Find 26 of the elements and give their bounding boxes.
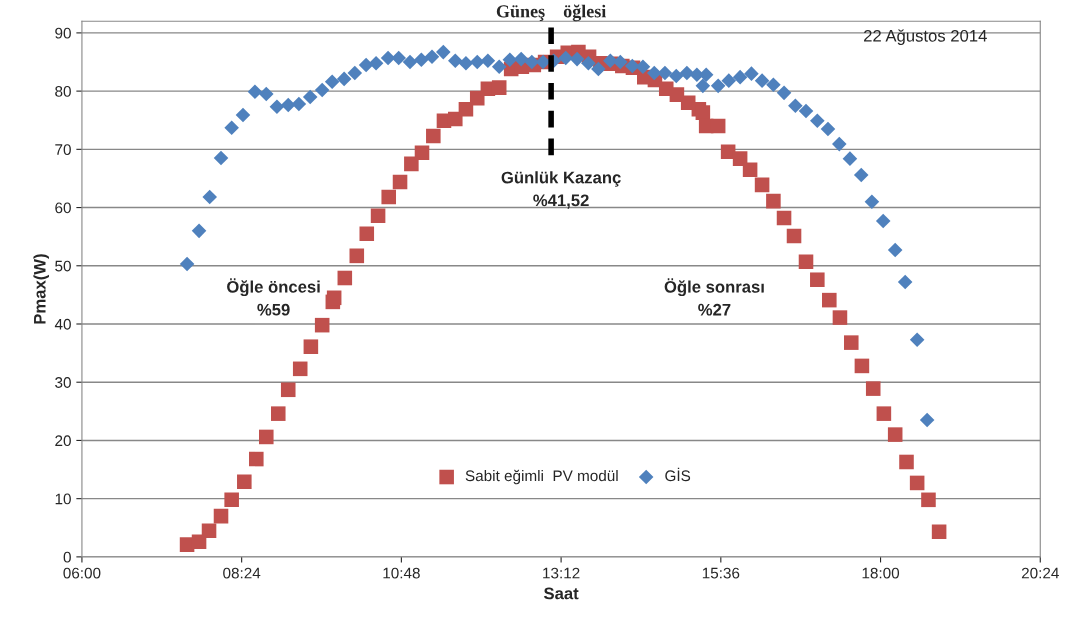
x-tick-label: 15:36 xyxy=(702,567,740,579)
y-tick-label: 0 xyxy=(63,551,71,563)
y-tick-label: 90 xyxy=(55,27,71,39)
annotation: Öğle sonrası %27 xyxy=(664,278,764,316)
x-tick-label: 18:00 xyxy=(862,567,900,579)
annotation: 22 Ağustos 2014 xyxy=(864,29,987,46)
x-tick-label: 06:00 xyxy=(63,567,101,579)
annotation: Öğle öncesi %59 xyxy=(227,278,320,316)
y-tick-label: 50 xyxy=(55,260,71,272)
y-tick-label: 80 xyxy=(55,85,71,97)
x-tick-label: 20:24 xyxy=(1021,567,1059,579)
ref-line-label: Güneş öğlesi xyxy=(496,4,607,22)
annotation: Günlük Kazanç %41,52 xyxy=(501,171,621,209)
y-tick-label: 10 xyxy=(55,493,71,505)
y-tick-label: 40 xyxy=(54,318,71,330)
y-tick-label: 30 xyxy=(55,377,71,388)
x-tick-label: 08:24 xyxy=(223,567,261,579)
y-tick-label: 20 xyxy=(55,435,71,447)
legend-label: GİS xyxy=(665,467,691,482)
x-tick-label: 13:12 xyxy=(543,567,580,579)
y-axis-title: Pmax(W) xyxy=(33,254,49,324)
legend-label: Sabit eğimli PV modül xyxy=(465,469,618,485)
x-tick-label: 10:48 xyxy=(383,567,420,579)
x-axis-title: Saat xyxy=(543,587,579,600)
y-tick-label: 70 xyxy=(55,144,71,156)
y-tick-label: 60 xyxy=(55,202,71,214)
